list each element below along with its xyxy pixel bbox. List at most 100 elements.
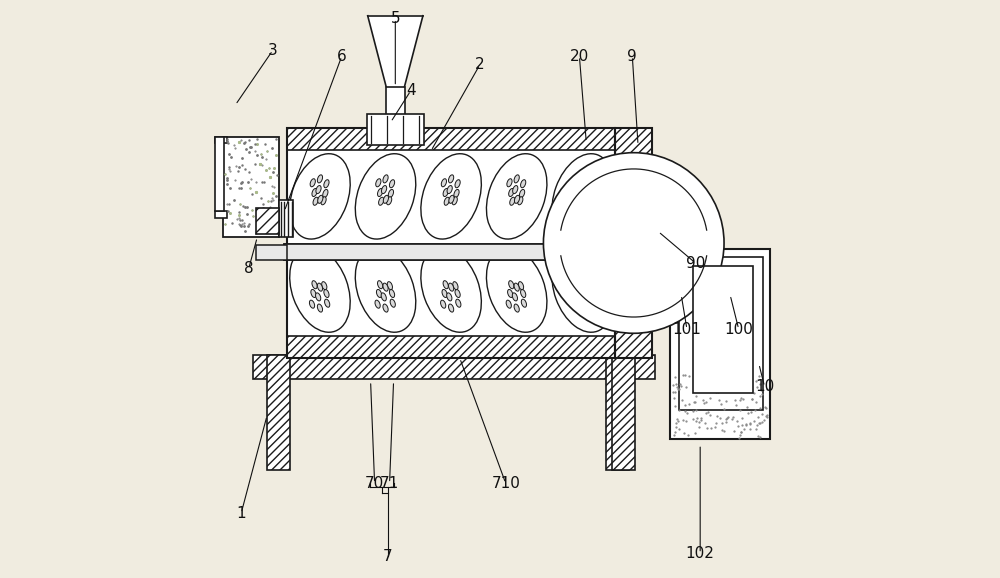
Ellipse shape (509, 188, 514, 197)
Ellipse shape (387, 197, 392, 205)
Ellipse shape (317, 283, 323, 291)
Bar (253, 355, 655, 379)
Ellipse shape (321, 197, 326, 205)
Bar (215, 212, 227, 218)
Ellipse shape (317, 175, 323, 183)
Ellipse shape (573, 290, 578, 298)
Text: 71: 71 (380, 476, 399, 491)
Ellipse shape (355, 247, 416, 332)
Bar (615, 128, 652, 358)
Bar (215, 136, 227, 143)
Ellipse shape (389, 290, 395, 298)
Text: 10: 10 (755, 379, 774, 394)
Ellipse shape (449, 195, 454, 203)
Ellipse shape (378, 188, 383, 197)
Ellipse shape (421, 247, 481, 332)
Ellipse shape (383, 195, 388, 203)
Ellipse shape (580, 304, 585, 312)
Ellipse shape (521, 299, 526, 307)
Bar (256, 245, 287, 260)
Ellipse shape (376, 290, 382, 298)
Ellipse shape (486, 247, 547, 332)
Bar (215, 136, 224, 212)
Text: 8: 8 (244, 261, 253, 276)
Ellipse shape (441, 300, 446, 308)
Ellipse shape (322, 281, 327, 290)
Bar (284, 244, 618, 260)
Text: 101: 101 (673, 322, 701, 337)
Text: 5: 5 (390, 11, 400, 26)
Ellipse shape (452, 197, 457, 205)
Ellipse shape (312, 281, 317, 289)
Ellipse shape (444, 197, 449, 205)
Ellipse shape (580, 195, 585, 203)
Ellipse shape (309, 300, 315, 308)
Ellipse shape (580, 283, 585, 291)
Text: 7: 7 (383, 549, 393, 564)
Ellipse shape (379, 197, 384, 205)
Ellipse shape (381, 293, 386, 301)
Text: 100: 100 (724, 322, 753, 337)
Text: 4: 4 (406, 83, 416, 98)
Ellipse shape (514, 195, 520, 203)
Text: 2: 2 (475, 57, 485, 72)
Ellipse shape (543, 153, 724, 334)
Ellipse shape (575, 197, 581, 205)
Bar (615, 128, 652, 358)
Ellipse shape (443, 281, 448, 289)
Ellipse shape (389, 180, 395, 188)
Ellipse shape (519, 190, 525, 198)
Ellipse shape (316, 186, 321, 194)
Text: 70: 70 (365, 476, 384, 491)
Ellipse shape (390, 299, 395, 307)
Ellipse shape (441, 179, 446, 187)
Ellipse shape (325, 299, 330, 307)
Bar (386, 87, 405, 124)
Bar (367, 113, 424, 145)
Bar (693, 266, 753, 392)
Ellipse shape (449, 175, 454, 183)
Ellipse shape (447, 293, 452, 301)
Ellipse shape (512, 293, 517, 301)
Ellipse shape (521, 290, 526, 298)
Ellipse shape (583, 197, 588, 205)
Ellipse shape (586, 180, 591, 188)
Bar (287, 128, 615, 358)
Ellipse shape (442, 290, 447, 298)
Ellipse shape (508, 290, 513, 298)
Ellipse shape (383, 304, 388, 312)
Ellipse shape (454, 190, 459, 198)
Text: 102: 102 (686, 546, 715, 561)
Ellipse shape (509, 281, 514, 289)
Ellipse shape (453, 281, 458, 290)
Ellipse shape (507, 179, 512, 187)
Ellipse shape (378, 281, 383, 289)
Ellipse shape (324, 290, 329, 298)
Text: 1: 1 (236, 506, 246, 521)
Bar (223, 136, 279, 237)
Ellipse shape (513, 186, 518, 194)
Ellipse shape (312, 188, 317, 197)
Ellipse shape (586, 290, 591, 298)
Ellipse shape (375, 300, 380, 308)
Ellipse shape (381, 186, 387, 194)
Bar (279, 200, 293, 237)
Ellipse shape (383, 175, 388, 183)
Ellipse shape (510, 197, 515, 205)
Ellipse shape (455, 290, 460, 298)
Ellipse shape (317, 304, 323, 312)
Text: 3: 3 (268, 43, 278, 58)
Ellipse shape (324, 180, 329, 188)
Ellipse shape (518, 281, 524, 290)
Bar (287, 128, 615, 150)
Bar (652, 200, 665, 269)
Bar (267, 355, 290, 470)
Ellipse shape (574, 188, 579, 197)
Bar (284, 244, 618, 260)
Bar (679, 257, 763, 410)
Ellipse shape (443, 188, 448, 197)
Ellipse shape (552, 154, 613, 239)
Polygon shape (368, 16, 423, 87)
Ellipse shape (552, 247, 613, 332)
Ellipse shape (518, 197, 523, 205)
